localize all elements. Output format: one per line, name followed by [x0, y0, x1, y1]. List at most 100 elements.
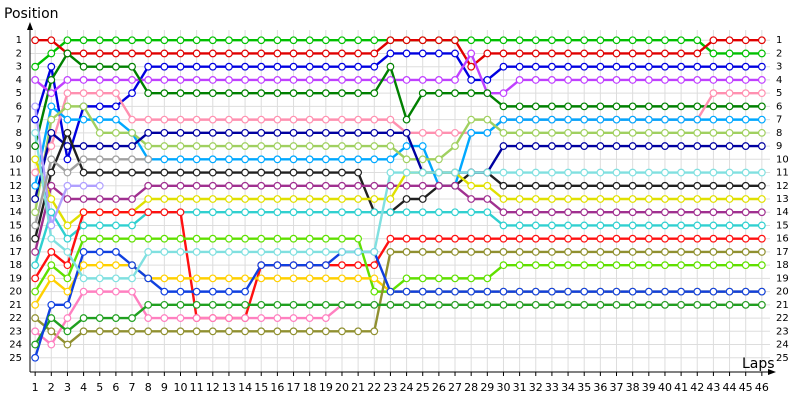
lap-marker	[628, 49, 637, 58]
lap-marker	[47, 168, 56, 177]
lap-marker	[451, 142, 459, 150]
lap-marker	[418, 76, 427, 84]
lap-marker	[693, 115, 702, 124]
lap-marker	[257, 36, 266, 45]
lap-marker	[628, 248, 637, 256]
lap-marker	[354, 208, 363, 217]
series-line	[34, 158, 762, 227]
lap-marker	[338, 128, 346, 137]
lap-marker	[354, 155, 363, 164]
lap-marker	[63, 115, 72, 124]
series-line	[34, 303, 762, 346]
lap-marker	[47, 142, 56, 150]
lap-marker	[757, 142, 766, 150]
lap-marker	[515, 234, 524, 243]
lap-marker	[499, 287, 508, 296]
lap-marker	[596, 142, 605, 150]
lap-marker	[661, 208, 669, 217]
lap-marker	[192, 314, 201, 322]
lap-marker	[483, 128, 492, 137]
lap-marker	[79, 181, 88, 190]
lap-marker	[580, 168, 589, 177]
lap-marker	[128, 221, 136, 230]
lap-marker	[31, 36, 40, 45]
lap-marker	[95, 89, 104, 98]
lap-marker	[580, 300, 589, 309]
y-tick-label: 4	[16, 75, 22, 86]
lap-marker	[612, 221, 621, 230]
y-tick-label-right: 25	[776, 353, 789, 364]
lap-marker	[644, 102, 653, 111]
lap-marker	[402, 155, 411, 164]
lap-marker	[499, 300, 508, 309]
lap-marker	[564, 195, 572, 203]
y-tick-label: 5	[16, 88, 22, 99]
lap-marker	[531, 115, 540, 124]
lap-marker	[63, 221, 72, 230]
lap-marker	[241, 128, 249, 137]
lap-marker	[644, 76, 653, 84]
lap-marker	[531, 248, 540, 256]
lap-marker	[612, 234, 621, 243]
y-tick-label-right: 4	[776, 75, 782, 86]
lap-marker	[354, 274, 363, 283]
lap-marker	[289, 195, 298, 203]
lap-marker	[741, 102, 750, 111]
lap-marker	[612, 168, 621, 177]
lap-marker	[225, 314, 233, 322]
lap-marker	[661, 36, 669, 45]
lap-marker	[338, 195, 346, 203]
lap-marker	[257, 62, 266, 71]
lap-marker	[241, 115, 249, 124]
lap-marker	[661, 221, 669, 230]
lap-marker	[338, 115, 346, 124]
lap-marker	[144, 142, 153, 150]
lap-marker	[31, 62, 40, 71]
lap-marker	[111, 221, 120, 230]
lap-marker	[402, 234, 411, 243]
lap-marker	[338, 89, 346, 98]
lap-marker	[354, 327, 363, 336]
lap-marker	[31, 248, 40, 256]
lap-marker	[241, 181, 249, 190]
series-line	[34, 250, 762, 359]
lap-marker	[79, 248, 88, 256]
lap-marker	[402, 248, 411, 256]
y-axis-label: Position	[4, 6, 59, 22]
x-tick-label: 11	[190, 381, 204, 394]
lap-marker	[31, 102, 40, 111]
lap-marker	[531, 36, 540, 45]
lap-marker	[273, 142, 282, 150]
lap-marker	[192, 76, 201, 84]
lap-marker	[402, 128, 411, 137]
lap-marker	[467, 208, 476, 217]
lap-marker	[580, 287, 589, 296]
lap-marker	[370, 248, 379, 256]
lap-marker	[241, 248, 249, 256]
lap-marker	[677, 49, 686, 58]
lap-marker	[418, 128, 427, 137]
lap-marker	[111, 36, 120, 45]
y-tick-label: 18	[9, 260, 22, 271]
lap-marker	[725, 36, 734, 45]
lap-marker	[225, 115, 233, 124]
lap-marker	[176, 327, 185, 336]
lap-marker	[757, 248, 766, 256]
y-tick-label: 6	[16, 101, 22, 112]
y-tick-label-right: 15	[776, 220, 789, 231]
lap-marker	[111, 208, 120, 217]
lap-marker	[273, 181, 282, 190]
lap-marker	[63, 340, 72, 349]
x-tick-label: 30	[496, 381, 510, 394]
lap-marker	[79, 49, 88, 58]
lap-marker	[515, 287, 524, 296]
lap-marker	[386, 36, 395, 45]
lap-marker	[757, 62, 766, 71]
lap-marker	[434, 168, 443, 177]
lap-marker	[79, 208, 88, 217]
lap-marker	[31, 234, 40, 243]
lap-marker	[596, 102, 605, 111]
lap-marker	[273, 327, 282, 336]
lap-marker	[79, 36, 88, 45]
